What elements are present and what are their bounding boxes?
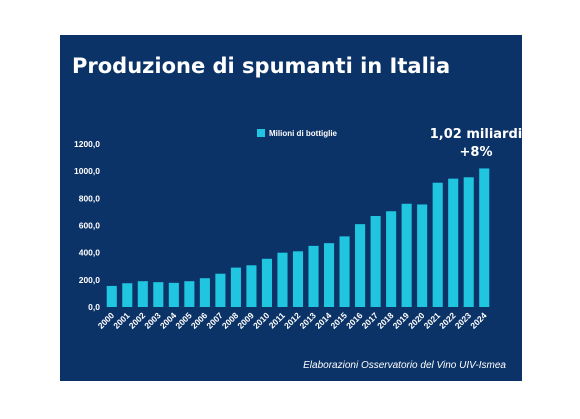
bar-2020 — [417, 204, 428, 307]
bar-2012 — [292, 251, 304, 307]
chart-panel — [60, 35, 522, 381]
bar-2004 — [168, 282, 179, 307]
x-tick-label: 2024 — [468, 310, 489, 331]
bar-2018 — [386, 211, 397, 307]
bar-2015 — [339, 236, 350, 307]
bar-2023 — [463, 177, 474, 307]
y-tick-label: 1200,0 — [74, 139, 100, 149]
bar-2002 — [137, 281, 148, 307]
bar-2001 — [122, 283, 133, 307]
bar-2021 — [432, 182, 443, 307]
annotation-growth: +8% — [460, 145, 493, 160]
annotation-total: 1,02 miliardi — [430, 127, 522, 142]
bar-2022 — [448, 178, 459, 307]
legend: Milioni di bottiglie — [257, 129, 338, 138]
bar-2016 — [355, 224, 366, 307]
bar-2014 — [323, 243, 335, 307]
legend-swatch — [257, 129, 265, 137]
bar-2005 — [184, 281, 195, 307]
y-tick-label: 0,0 — [88, 302, 100, 312]
y-tick-label: 800,0 — [79, 193, 101, 203]
y-tick-label: 1000,0 — [74, 166, 100, 176]
y-tick-label: 400,0 — [79, 248, 101, 258]
bar-2011 — [277, 252, 288, 307]
bar-2017 — [370, 215, 381, 307]
bar-2009 — [246, 265, 257, 307]
bar-2013 — [308, 245, 319, 307]
bar-2019 — [401, 203, 412, 307]
source-credit: Elaborazioni Osservatorio del Vino UIV-I… — [303, 360, 506, 371]
bar-2006 — [199, 278, 210, 307]
chart-title: Produzione di spumanti in Italia — [72, 54, 451, 78]
bar-2010 — [261, 258, 273, 307]
bar-2000 — [106, 285, 117, 307]
y-tick-label: 600,0 — [79, 221, 101, 231]
bar-2003 — [153, 282, 164, 307]
y-axis: 0,0 200,0 400,0 600,0 800,0 1000,0 1200,0 — [74, 139, 100, 312]
x-axis: 2000200120022003200420052006200720082009… — [96, 310, 489, 331]
bar-2008 — [230, 267, 241, 307]
legend-label: Milioni di bottiglie — [269, 129, 338, 138]
bar-2007 — [215, 273, 226, 307]
bar-2024 — [479, 168, 490, 307]
bar-series — [106, 168, 490, 307]
y-tick-label: 200,0 — [79, 275, 101, 285]
